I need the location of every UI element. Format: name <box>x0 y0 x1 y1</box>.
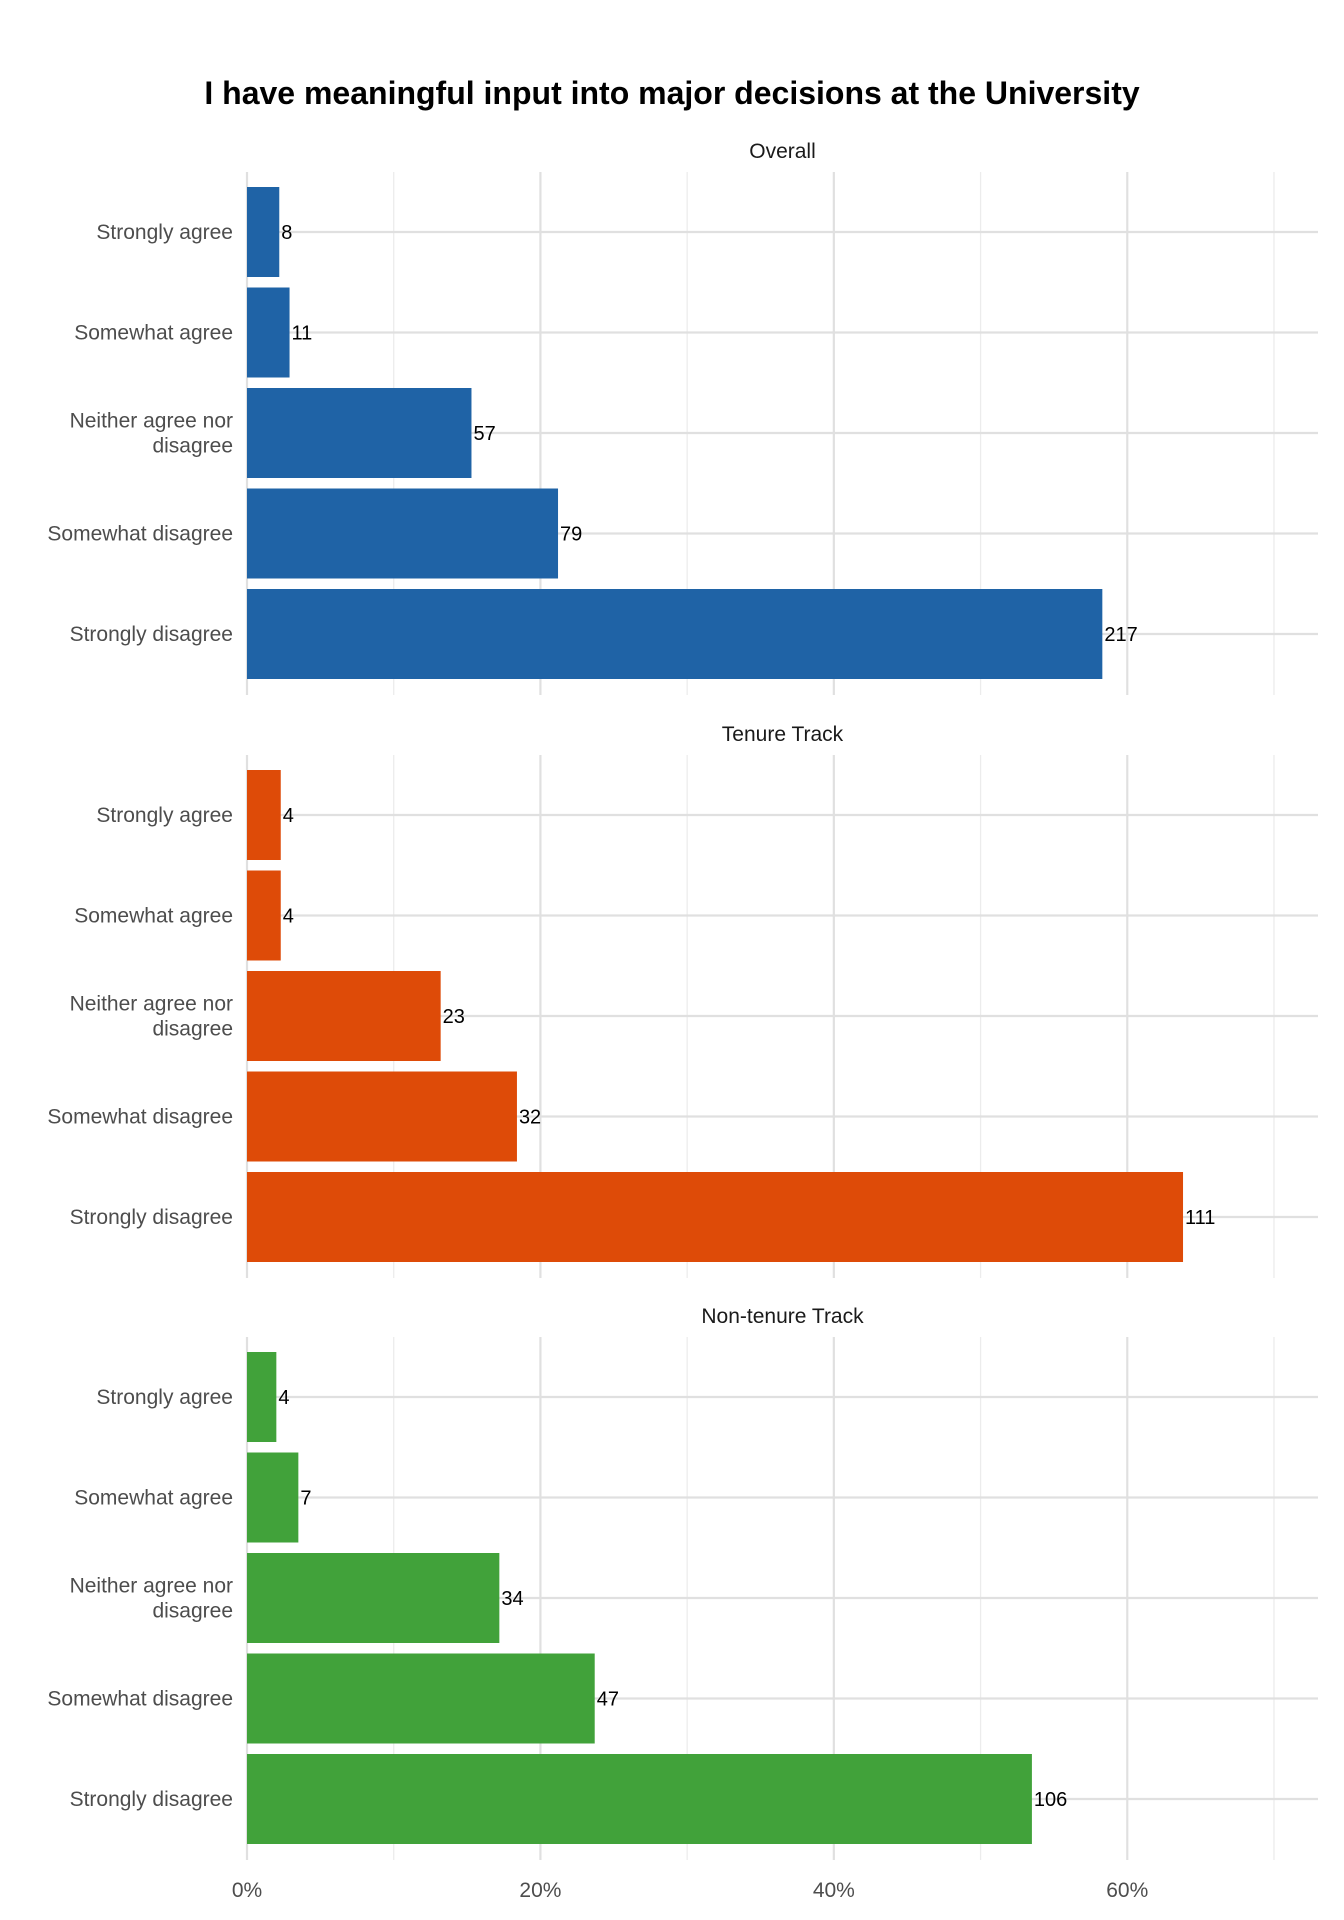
bar <box>247 287 290 378</box>
category-label: Somewhat agree <box>74 1487 233 1510</box>
facet-label: Non-tenure Track <box>701 1305 864 1328</box>
category-label: Neither agree nor disagree <box>70 410 233 458</box>
data-label: 47 <box>597 1689 619 1711</box>
bar <box>247 971 441 1061</box>
category-label: Somewhat disagree <box>47 1688 233 1711</box>
data-label: 8 <box>281 222 292 244</box>
data-label: 34 <box>501 1588 523 1610</box>
category-label: Strongly disagree <box>70 623 233 646</box>
data-label: 7 <box>300 1488 311 1510</box>
bar <box>247 1754 1032 1844</box>
data-label: 23 <box>443 1006 465 1028</box>
bar <box>247 187 280 277</box>
facet-label: Overall <box>749 140 816 163</box>
facet-tenure-track: Tenure Track 4 Strongly agree 4 Somewhat agr… <box>47 723 1318 1278</box>
category-label: Somewhat disagree <box>47 523 233 546</box>
bar <box>247 1172 1184 1262</box>
category-label: Strongly agree <box>96 804 233 827</box>
x-tick-label: 0% <box>232 1879 262 1902</box>
bar <box>247 488 559 579</box>
chart-title: I have meaningful input into major decis… <box>204 75 1139 111</box>
category-label: Somewhat disagree <box>47 1106 233 1129</box>
bar <box>247 1071 517 1162</box>
data-label: 79 <box>560 524 582 546</box>
x-tick-label: 60% <box>1106 1879 1148 1902</box>
x-tick-label: 40% <box>813 1879 855 1902</box>
data-label: 111 <box>1185 1207 1215 1229</box>
category-label: Strongly disagree <box>70 1206 233 1229</box>
facets-group: Overall 8 Strongly agree 11 Somewhat agree 57… <box>47 140 1318 1860</box>
category-label: Strongly agree <box>96 1386 233 1409</box>
facet-non-tenure-track: Non-tenure Track 4 Strongly agree 7 Somewhat… <box>47 1305 1318 1860</box>
bar <box>247 1653 595 1744</box>
data-label: 217 <box>1104 624 1137 646</box>
category-label: Strongly disagree <box>70 1788 233 1811</box>
x-axis: 0% 20% 40% 60% <box>232 1879 1148 1902</box>
category-label: Strongly agree <box>96 221 233 244</box>
bar <box>247 770 281 860</box>
data-label: 11 <box>292 323 313 345</box>
category-label: Somewhat agree <box>74 322 233 345</box>
data-label: 4 <box>283 805 294 827</box>
data-label: 4 <box>283 906 294 928</box>
x-tick-label: 20% <box>519 1879 561 1902</box>
data-label: 4 <box>278 1387 289 1409</box>
facet-label: Tenure Track <box>722 723 844 746</box>
bar <box>247 589 1103 679</box>
bar <box>247 1452 299 1543</box>
bar <box>247 1553 500 1643</box>
category-label: Somewhat agree <box>74 905 233 928</box>
data-label: 106 <box>1034 1789 1067 1811</box>
bar <box>247 388 472 478</box>
category-label: Neither agree nor disagree <box>70 1575 233 1623</box>
bar <box>247 870 281 961</box>
facet-overall: Overall 8 Strongly agree 11 Somewhat agree 57… <box>47 140 1318 695</box>
data-label: 57 <box>473 423 495 445</box>
category-label: Neither agree nor disagree <box>70 993 233 1041</box>
data-label: 32 <box>519 1107 541 1129</box>
bar <box>247 1352 277 1442</box>
